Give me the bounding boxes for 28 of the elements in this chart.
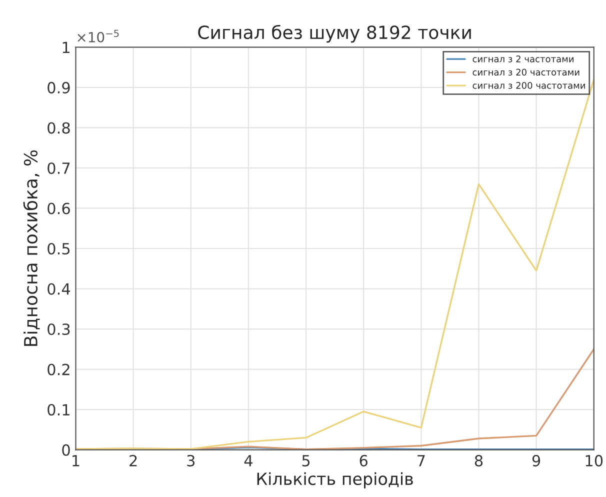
x-tick-label: 9 [532,454,540,466]
x-tick-label: 10 [586,454,603,466]
y-tick-label: 0.2 [48,364,70,376]
text: ×10$^{−5}$ [78,30,119,42]
x-tick-label: 1 [72,455,80,466]
legend-label: сигнал з 20 частотами [472,68,580,76]
legend-label: сигнал з 2 частотами [472,56,574,62]
chart-title: Сигнал без шуму 8192 точки [198,24,471,43]
y-tick-label: 0.9 [48,82,70,94]
y-tick-label: 0.3 [48,323,70,336]
y-tick-label: 1 [62,42,70,54]
x-tick-label: 3 [187,454,195,466]
x-tick-label: 6 [360,454,368,466]
y-tick-label: 0.8 [48,122,70,134]
x-axis-title: Кількість періодів [257,472,413,488]
y-tick-label: 0.5 [48,242,70,255]
y-tick-label: 0.6 [48,202,70,214]
x-tick-label: 2 [130,454,137,466]
x-tick-label: 8 [474,454,483,466]
y-tick-label: 0.1 [48,404,70,416]
x-tick-label: 5 [302,455,310,466]
y-tick-label: 0.7 [48,162,70,174]
y-axis-title: Відносна похибка, % [23,150,40,346]
y-tick-label: 0 [62,444,70,456]
x-tick-label: 7 [418,455,425,466]
x-tick-label: 4 [244,455,252,466]
y-tick-label: 0.4 [48,283,70,295]
legend-label: сигнал з 200 частотами [472,82,585,89]
